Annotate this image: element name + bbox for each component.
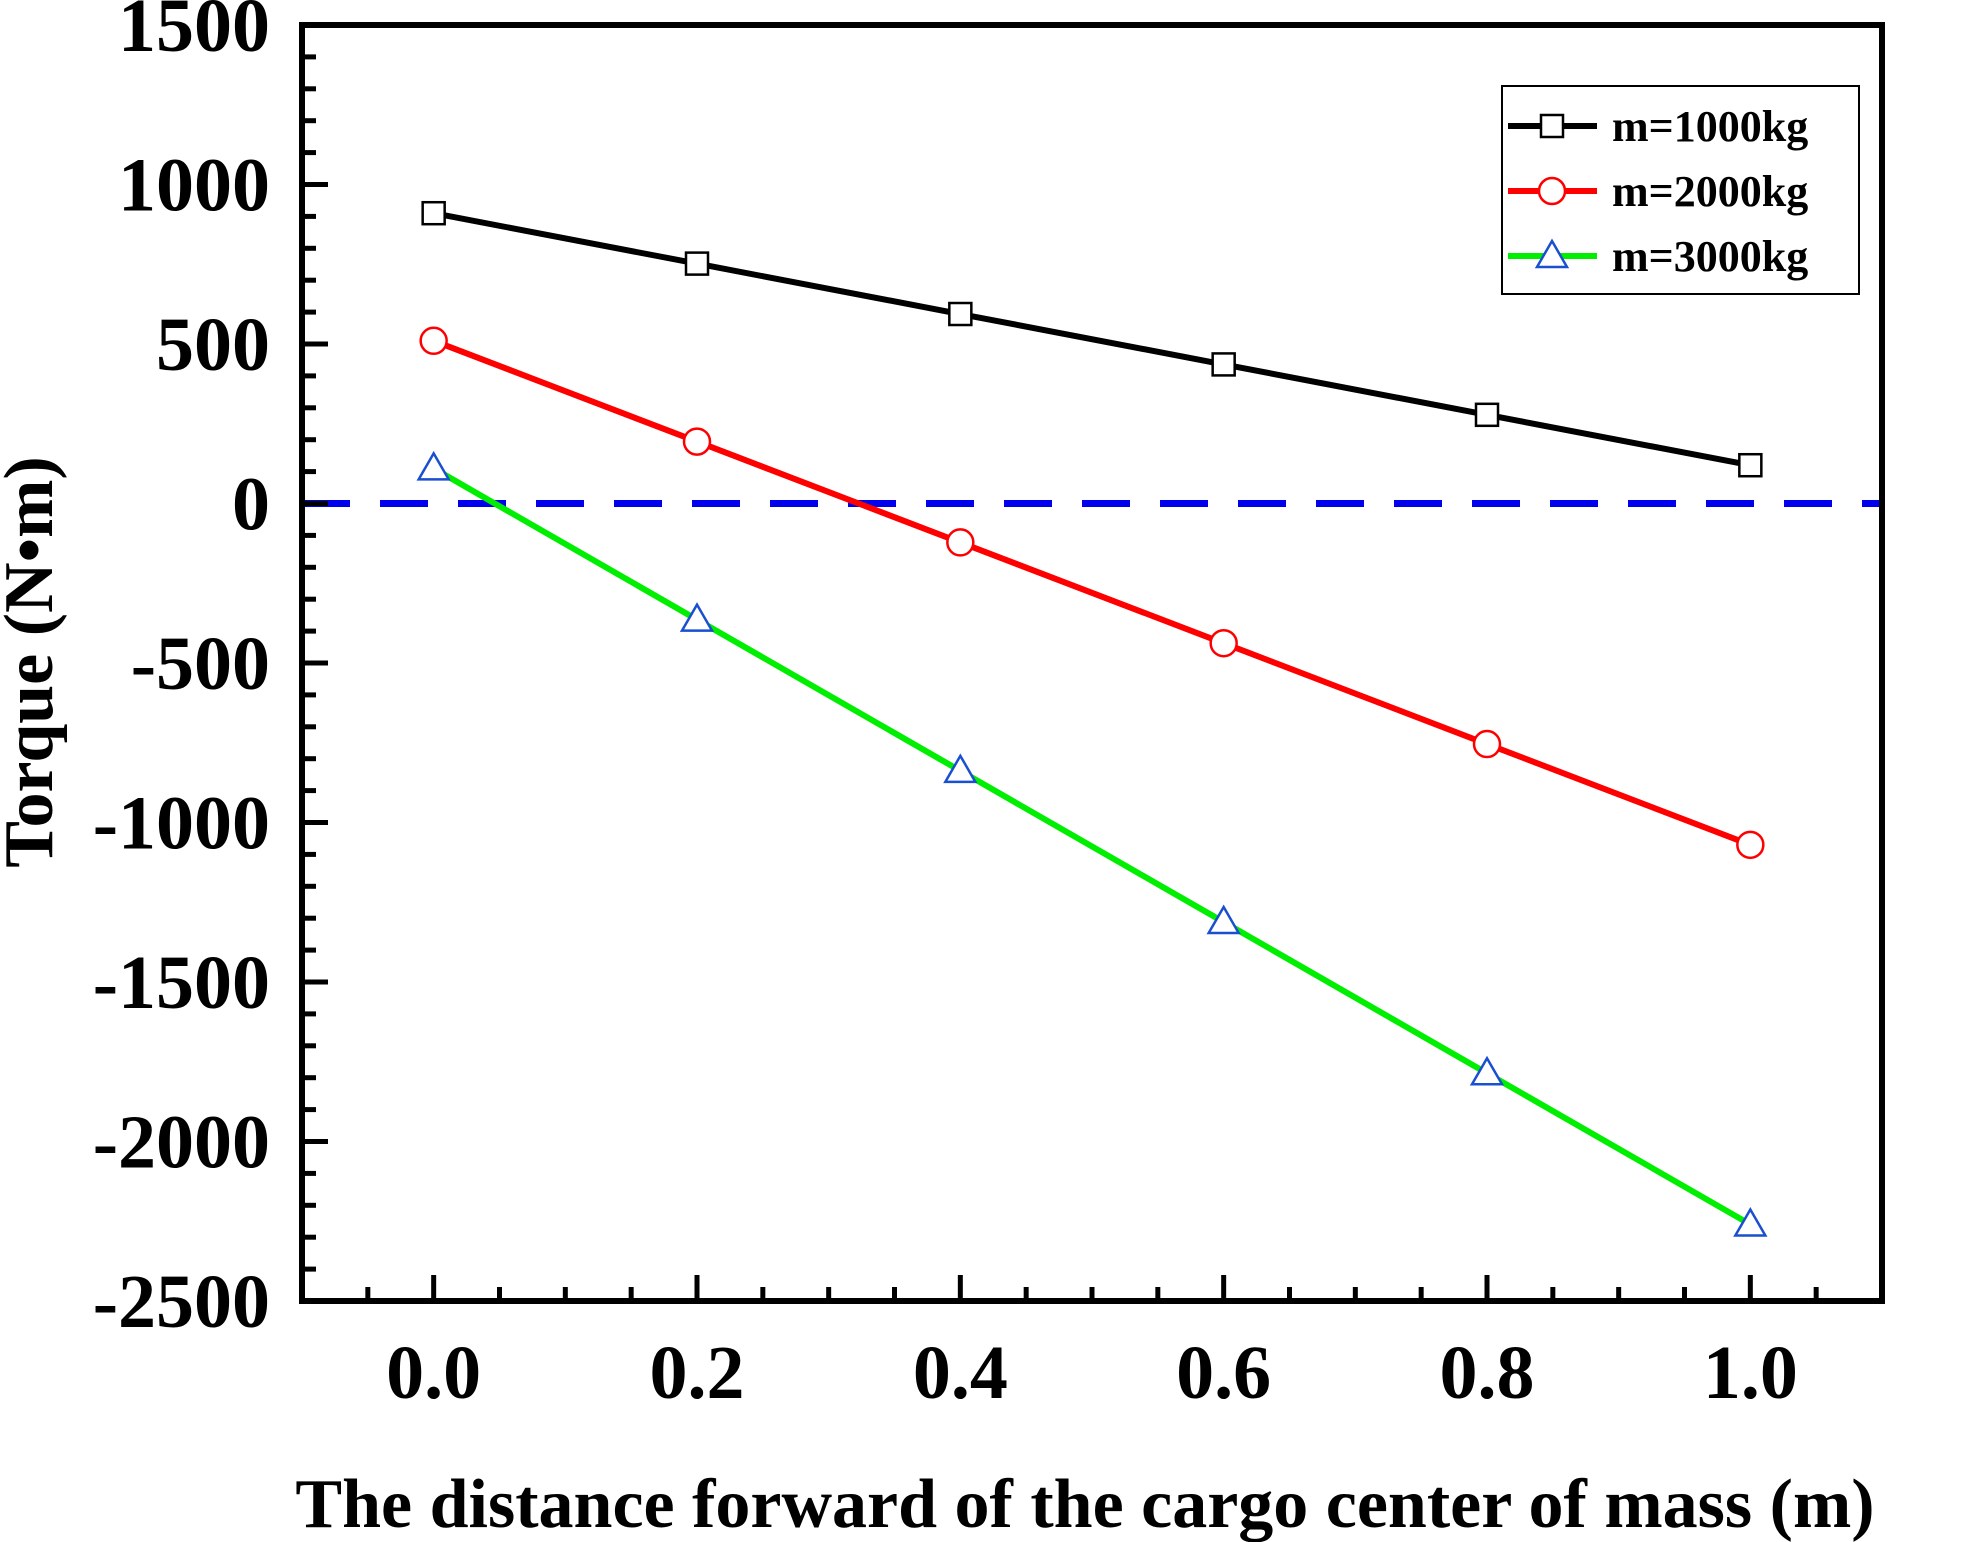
y-tick-label: 1500 bbox=[118, 0, 270, 68]
data-point-m-1000kg-4 bbox=[1474, 402, 1500, 428]
y-tick-label: -1500 bbox=[93, 941, 270, 1025]
series-line-m-1000kg bbox=[433, 210, 1751, 469]
data-point-m-3000kg-4 bbox=[1469, 1055, 1505, 1086]
y-tick-label: -500 bbox=[131, 622, 270, 706]
y-tick-label: 0 bbox=[232, 463, 270, 547]
y-axis-title: Torque (N•m) bbox=[0, 456, 68, 868]
y-tick-label: -2500 bbox=[93, 1260, 270, 1344]
data-point-m-2000kg-4 bbox=[1472, 729, 1502, 759]
data-point-m-1000kg-0 bbox=[421, 200, 446, 226]
data-point-m-3000kg-3 bbox=[1206, 904, 1241, 935]
x-tick-label: 0.0 bbox=[386, 1331, 481, 1415]
data-point-m-3000kg-0 bbox=[416, 450, 451, 481]
data-point-m-3000kg-1 bbox=[679, 602, 715, 632]
x-tick-label: 0.6 bbox=[1176, 1331, 1271, 1415]
y-tick-label: -2000 bbox=[93, 1101, 270, 1185]
y-tick-label: -1000 bbox=[93, 782, 270, 866]
data-point-m-1000kg-5 bbox=[1738, 452, 1763, 478]
data-point-m-1000kg-1 bbox=[684, 251, 710, 276]
legend-label-m-3000kg: m=3000kg bbox=[1612, 232, 1808, 281]
data-point-m-2000kg-0 bbox=[419, 326, 448, 356]
x-tick-label: 0.4 bbox=[913, 1331, 1008, 1415]
data-point-m-3000kg-2 bbox=[943, 753, 978, 784]
axes: 1500 1000 500 0 -500 -1000 -1500 -2000 -2500 0.0 0… bbox=[93, 0, 1885, 1415]
x-tick-label: 0.2 bbox=[650, 1331, 745, 1415]
legend-marker-m-3000kg bbox=[1534, 238, 1570, 269]
plot-area bbox=[302, 200, 1882, 1237]
data-point-m-2000kg-2 bbox=[946, 528, 975, 557]
series-line-m-2000kg bbox=[432, 338, 1752, 848]
data-point-m-3000kg-5 bbox=[1733, 1206, 1768, 1237]
legend-label-m-2000kg: m=2000kg bbox=[1612, 167, 1808, 216]
series-line-m-3000kg bbox=[432, 465, 1752, 1228]
x-tick-label: 0.8 bbox=[1440, 1331, 1535, 1415]
x-tick-label: 1.0 bbox=[1703, 1331, 1798, 1415]
data-point-m-2000kg-1 bbox=[682, 427, 712, 456]
data-point-m-2000kg-3 bbox=[1209, 628, 1238, 658]
legend-marker-m-1000kg bbox=[1539, 113, 1565, 139]
x-axis-title: The distance forward of the cargo center… bbox=[295, 1466, 1874, 1542]
data-point-m-1000kg-3 bbox=[1211, 352, 1236, 377]
y-tick-label: 500 bbox=[156, 303, 270, 387]
legend-label-m-1000kg: m=1000kg bbox=[1612, 102, 1808, 151]
y-tick-label: 1000 bbox=[118, 144, 270, 228]
data-point-m-1000kg-2 bbox=[948, 301, 973, 327]
data-point-m-2000kg-5 bbox=[1736, 830, 1765, 860]
legend: m=1000kg m=2000kg m=3000kg bbox=[1501, 85, 1860, 295]
legend-marker-m-2000kg bbox=[1537, 176, 1567, 206]
